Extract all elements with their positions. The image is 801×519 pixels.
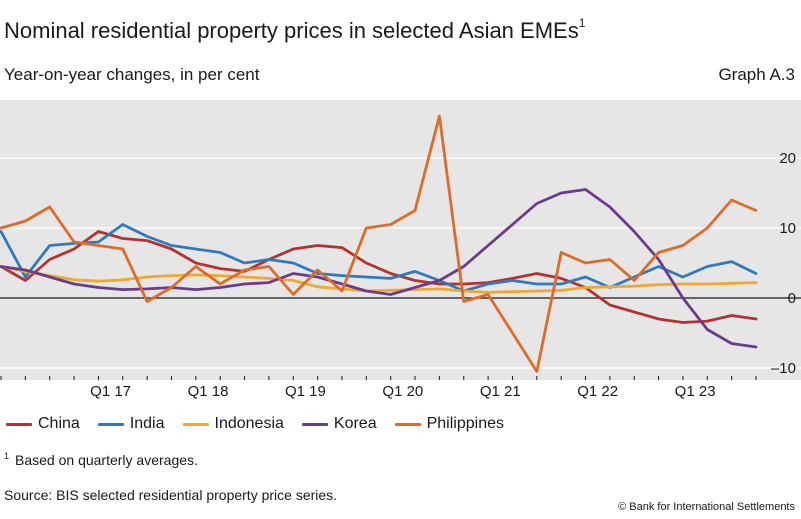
y-axis-ticks: –10 0 10 20 [771, 150, 796, 377]
plot-area [0, 100, 801, 380]
x-tick-label: Q1 19 [285, 383, 326, 400]
legend-label: India [129, 415, 165, 432]
series-lines [0, 114, 758, 373]
legend-label: Indonesia [214, 415, 284, 432]
series-line-china [0, 230, 758, 324]
legend-swatch [182, 422, 209, 426]
legend-swatch [97, 422, 124, 426]
legend-label: Philippines [426, 415, 504, 432]
chart-title-text: Nominal residential property prices in s… [4, 18, 579, 43]
x-tick-label: Q1 20 [382, 383, 423, 400]
y-tick-label: 0 [788, 290, 796, 307]
source-note: Source: BIS selected residential propert… [4, 487, 338, 503]
footnote: 1 Based on quarterly averages. [4, 451, 198, 468]
x-tick-label: Q1 22 [577, 383, 618, 400]
legend-item-korea: Korea [301, 415, 377, 433]
x-tick-label: Q1 21 [480, 383, 521, 400]
y-tick-label: 10 [779, 220, 796, 237]
chart-subtitle: Year-on-year changes, in per cent [4, 65, 260, 84]
legend-label: China [38, 415, 80, 432]
grid-lines [0, 157, 801, 369]
x-axis-ticks: Q1 17 Q1 18 Q1 19 Q1 20 Q1 21 Q1 22 Q1 23 [0, 376, 757, 400]
legend-item-indonesia: Indonesia [182, 415, 284, 433]
title-footnote-marker: 1 [578, 16, 586, 30]
x-tick-label: Q1 17 [90, 383, 131, 400]
legend-label: Korea [333, 415, 377, 432]
chart-title: Nominal residential property prices in s… [4, 16, 586, 44]
series-line-korea [0, 188, 758, 349]
legend: China India Indonesia Korea Philippines [6, 415, 504, 433]
series-line-philippines [0, 114, 758, 373]
legend-item-philippines: Philippines [394, 415, 504, 433]
legend-item-india: India [97, 415, 165, 433]
x-tick-label: Q1 18 [188, 383, 229, 400]
legend-swatch [6, 422, 32, 426]
y-tick-label: –10 [771, 360, 796, 377]
footnote-marker: 1 [4, 451, 10, 461]
legend-swatch [394, 422, 421, 426]
graph-id: Graph A.3 [718, 65, 795, 84]
copyright: © Bank for International Settlements [618, 501, 795, 513]
x-tick-label: Q1 23 [675, 383, 716, 400]
legend-swatch [301, 422, 328, 426]
y-tick-label: 20 [779, 150, 796, 167]
footnote-text: Based on quarterly averages. [15, 452, 198, 468]
legend-item-china: China [6, 415, 80, 433]
series-line-indonesia [0, 265, 758, 294]
